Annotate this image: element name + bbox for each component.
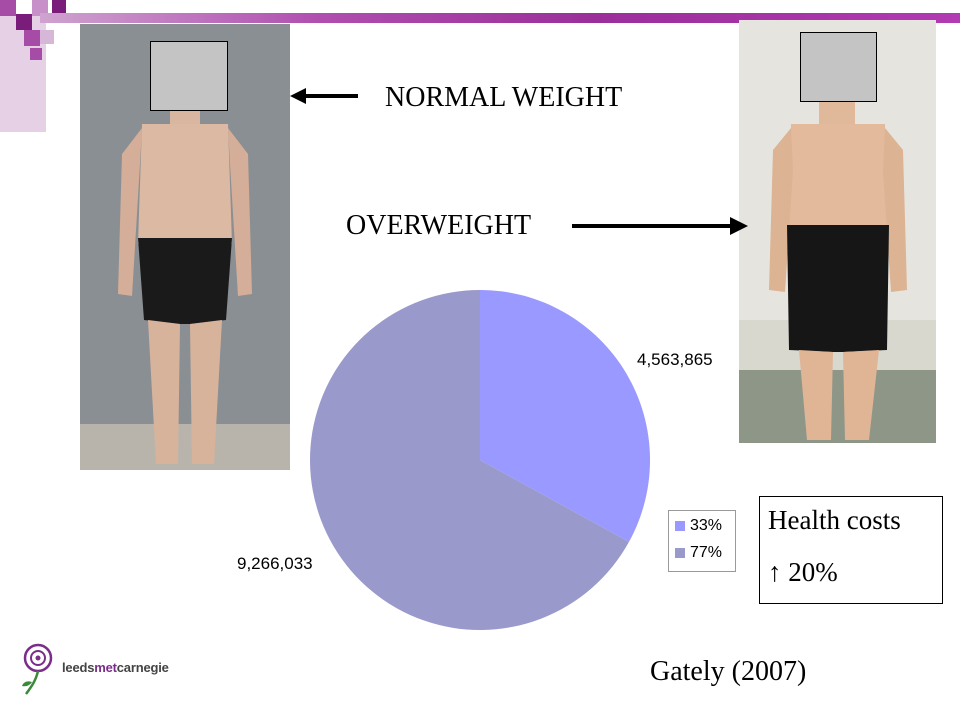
logo-part-met: met xyxy=(94,660,117,675)
legend-item-1: 33% xyxy=(675,517,722,535)
logo-part-leeds: leeds xyxy=(62,660,95,675)
arrow-left-icon xyxy=(290,88,358,104)
legend-label-2: 77% xyxy=(690,544,723,561)
chart-legend: 33% 77% xyxy=(668,510,736,572)
face-cover-right xyxy=(800,32,877,102)
pie-chart xyxy=(310,290,650,630)
logo-part-carnegie: carnegie xyxy=(116,660,169,675)
pie-slice-1 xyxy=(480,290,650,542)
legend-label-1: 33% xyxy=(690,517,723,534)
pie-data-label-2: 9,266,033 xyxy=(237,554,313,573)
health-costs-line1: Health costs xyxy=(768,505,901,535)
arrow-right-icon xyxy=(572,217,748,235)
normal-weight-label: NORMAL WEIGHT xyxy=(385,82,623,113)
legend-swatch-1 xyxy=(675,521,685,531)
leeds-met-carnegie-logo: leedsmetcarnegie xyxy=(18,640,169,696)
health-costs-box: Health costs ↑ 20% xyxy=(759,496,943,604)
pie-slice-2 xyxy=(310,290,629,630)
rose-logo-icon xyxy=(22,643,53,695)
citation: Gately (2007) xyxy=(650,656,807,687)
pie-data-label-1: 4,563,865 xyxy=(637,350,713,369)
logo-wordmark: leedsmetcarnegie xyxy=(62,660,169,675)
health-costs-line2: ↑ 20% xyxy=(768,557,838,587)
header-bar xyxy=(40,13,960,23)
legend-item-2: 77% xyxy=(675,544,722,562)
overweight-label: OVERWEIGHT xyxy=(346,210,532,241)
face-cover-left xyxy=(150,41,228,111)
legend-swatch-2 xyxy=(675,548,685,558)
